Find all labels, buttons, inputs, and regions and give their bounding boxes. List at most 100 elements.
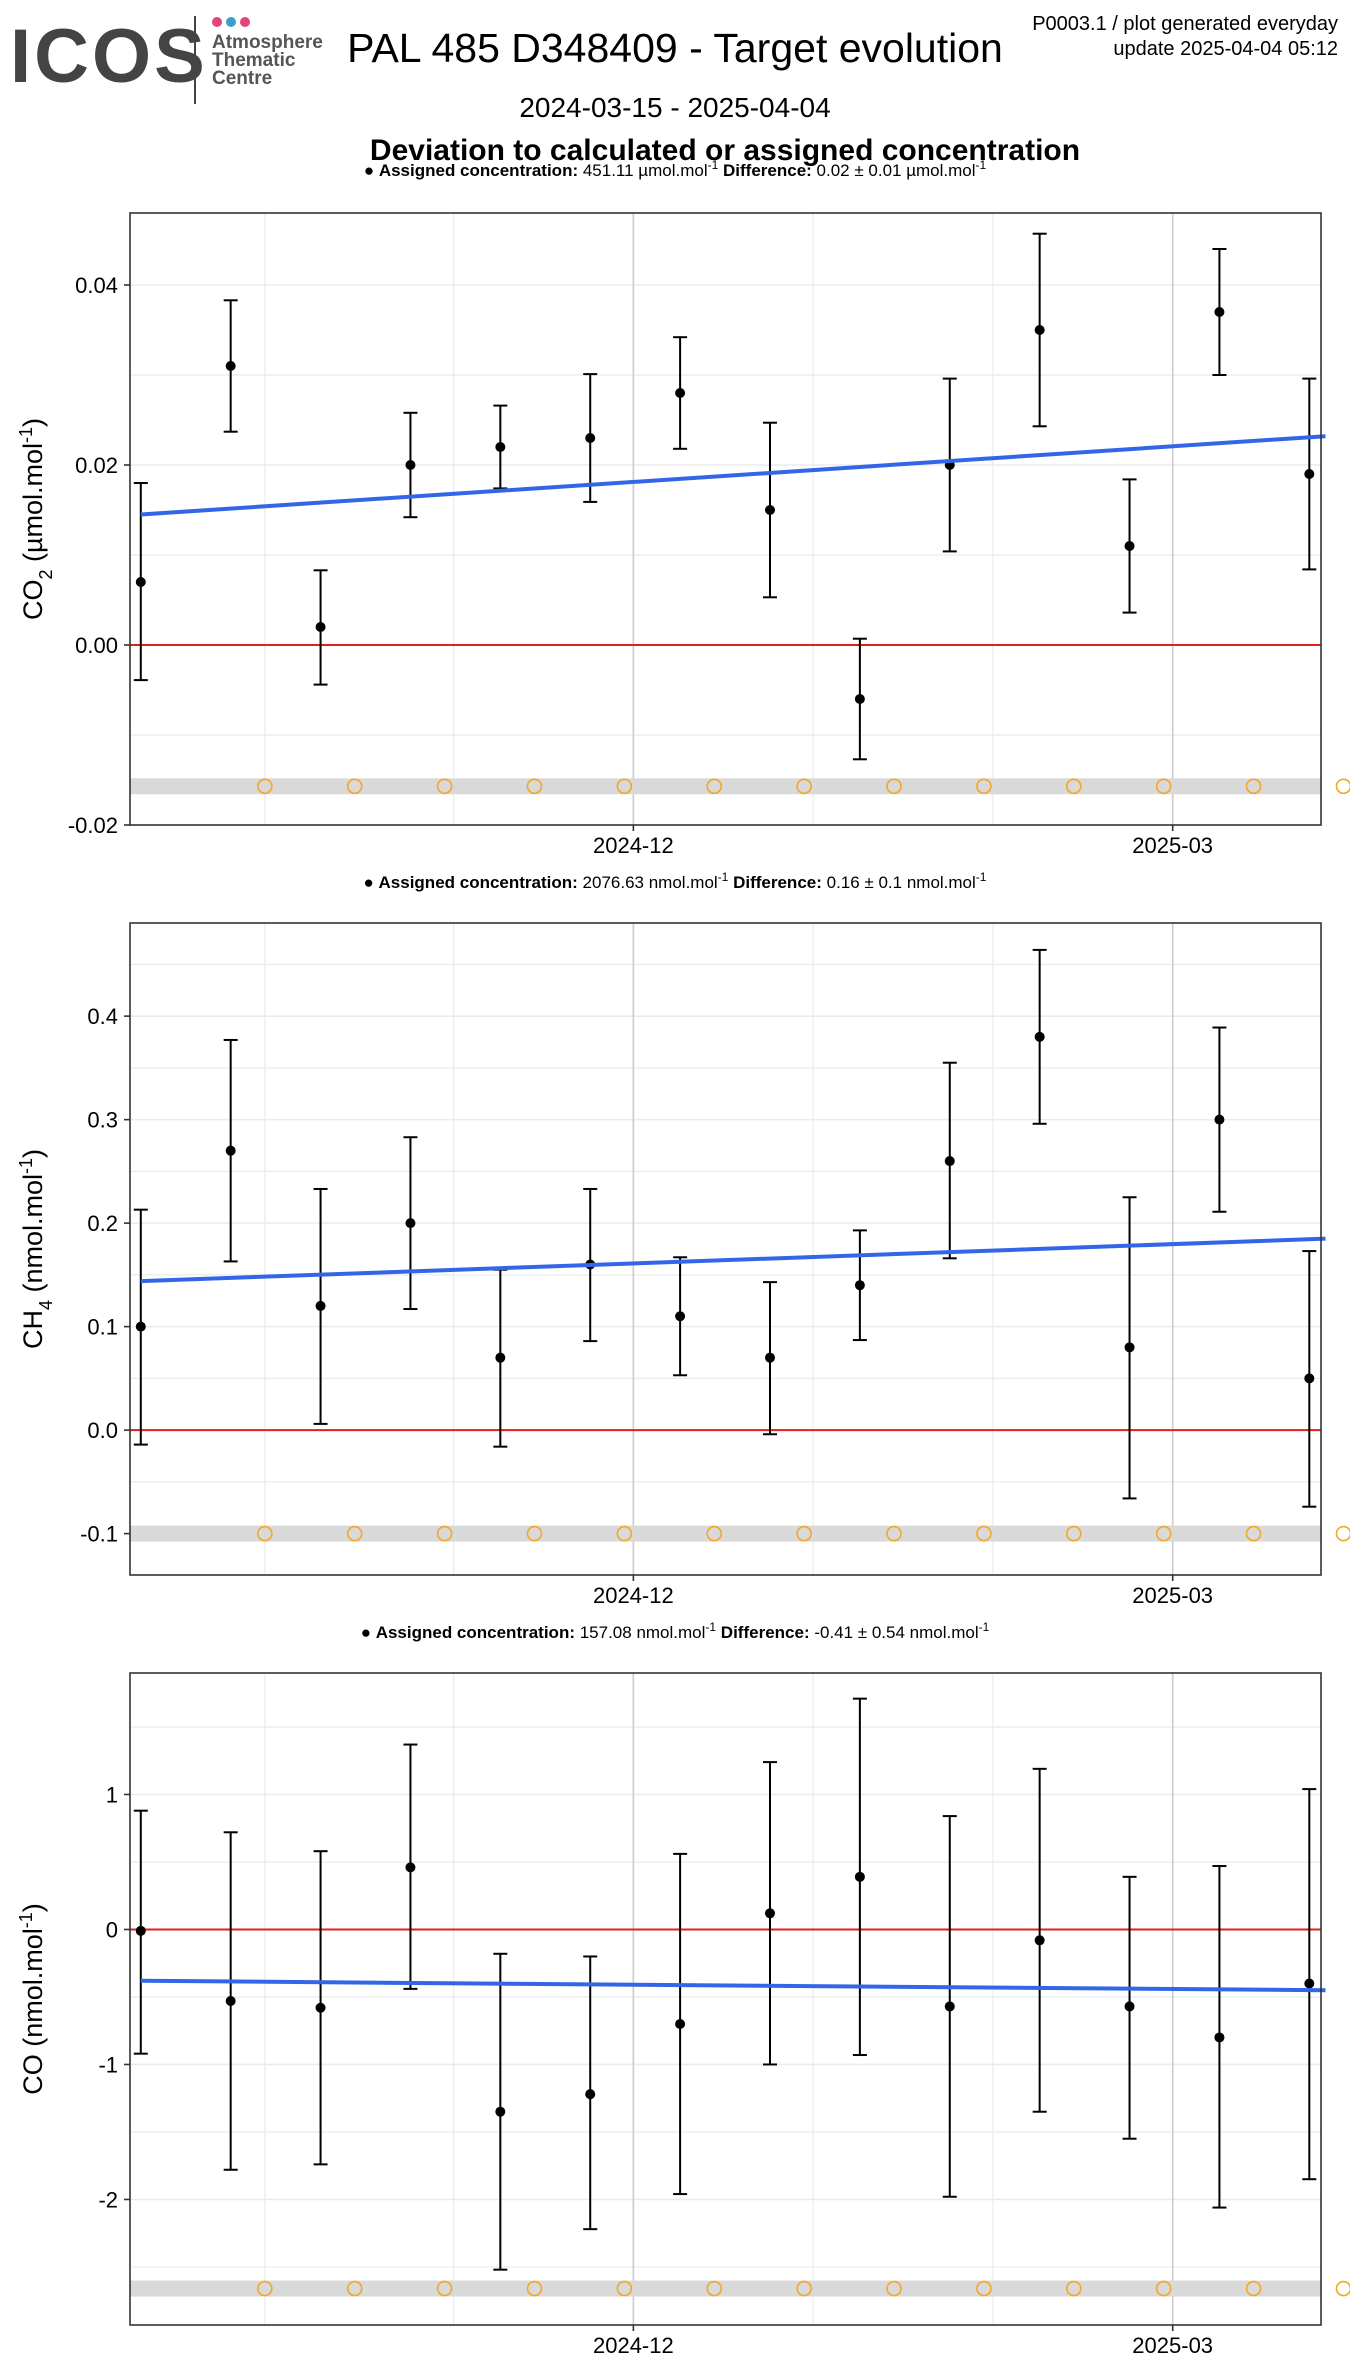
flag-marker [796,778,812,795]
y-tick-label: 0.04 [75,273,118,298]
y-axis-close: ) [18,1903,48,1912]
flag-marker [1066,2280,1082,2297]
trend-line [140,434,1326,517]
legend-assigned-value: 157.08 nmol.mol [580,1623,706,1642]
x-tick-label: 2024-12 [593,833,674,858]
flag-marker [1245,778,1262,795]
data-point [135,577,146,587]
x-tick-label: 2024-12 [593,1583,674,1608]
flag-marker [616,1525,633,1542]
legend-assigned-label: Assigned concentration: [379,161,583,180]
data-point [135,1925,146,1936]
flag-marker [796,1525,812,1542]
legend: ● Assigned concentration: 451.11 µmol.mo… [364,158,987,180]
flag-marker [976,2280,992,2297]
data-point [1304,1978,1315,1989]
y-axis-unit: (nmol.mol [18,1928,48,2054]
legend-unit-sup: -1 [976,158,987,172]
flag-marker [526,778,543,795]
legend-difference-value: 0.02 ± 0.01 µmol.mol [817,161,976,180]
chart-panel-co2: ● Assigned concentration: 451.11 µmol.mo… [16,158,1350,858]
data-point [944,2001,955,2012]
y-axis-unit-sup: -1 [16,1158,36,1174]
flag-marker [1335,1525,1350,1542]
data-point [1304,469,1315,479]
flag-marker [1155,778,1172,795]
data-point [135,1321,146,1332]
y-axis-species: CO [18,2054,48,2095]
data-point [495,442,506,452]
flag-marker [616,778,633,795]
date-range: 2024-03-15 - 2025-04-04 [519,92,830,123]
data-point [405,460,416,470]
legend-unit-sup: -1 [708,158,719,172]
panel-border [129,922,1322,1576]
legend-difference-value: 0.16 ± 0.1 nmol.mol [827,873,976,892]
flag-marker [976,1525,992,1542]
y-tick-label: 0.00 [75,633,118,658]
flag-marker [257,1525,273,1542]
data-point [854,1280,865,1291]
logo-sub-1: Atmosphere [212,32,323,53]
data-point [585,2089,596,2100]
legend-point-icon: ● [364,161,379,180]
data-point [1124,1342,1135,1353]
flag-marker [976,778,992,795]
y-tick-label: 0.02 [75,453,118,478]
flag-marker [886,1525,902,1542]
y-axis-close: ) [18,1149,48,1158]
flag-marker [706,778,723,795]
data-point [405,1862,416,1873]
data-point [1304,1373,1315,1384]
y-axis-species: CO [18,580,48,621]
y-axis-subscript: 2 [36,570,56,580]
chart-panel-ch4: ● Assigned concentration: 2076.63 nmol.m… [16,870,1350,1608]
data-point [1124,541,1135,551]
flag-marker [346,2280,363,2297]
legend-difference-label: Difference: [716,1623,814,1642]
panel-border [129,1672,1322,2326]
y-tick-label: -0.02 [68,813,118,838]
y-tick-label: -0.1 [80,1522,118,1547]
data-point [1034,1935,1045,1946]
flag-marker [346,778,363,795]
flag-marker [346,1525,363,1542]
y-axis-unit-sup: -1 [16,427,36,443]
legend: ● Assigned concentration: 2076.63 nmol.m… [364,870,987,892]
flag-marker [526,2280,543,2297]
logo-sub-2: Thematic [212,50,296,71]
flag-marker [526,1525,543,1542]
legend: ● Assigned concentration: 157.08 nmol.mo… [361,1620,990,1642]
flag-band [130,778,1321,795]
chart-panel-co: ● Assigned concentration: 157.08 nmol.mo… [16,1620,1350,2358]
y-axis-unit: (µmol.mol [18,443,48,570]
y-axis-label: CH4 (nmol.mol-1) [16,1149,56,1349]
data-point [1124,2001,1135,2012]
legend-unit-sup: -1 [718,870,729,884]
legend-difference-label: Difference: [718,161,816,180]
logo-dot-3 [240,17,250,27]
data-point [585,433,596,443]
legend-assigned-value: 451.11 µmol.mol [583,161,708,180]
legend-unit-sup: -1 [976,870,987,884]
flag-marker [1155,2280,1172,2297]
y-axis-label: CO (nmol.mol-1) [16,1903,48,2095]
data-point [495,1352,506,1363]
data-point [405,1218,416,1229]
panel-border [129,212,1322,826]
legend-assigned-value: 2076.63 nmol.mol [583,873,718,892]
header: ICOS Atmosphere Thematic Centre PAL 485 … [10,13,1338,167]
icos-logo-text: ICOS [10,14,208,99]
legend-unit-sup: -1 [979,1620,990,1634]
flag-marker [1335,2280,1350,2297]
y-tick-label: -2 [98,2187,118,2212]
trend-line [140,1978,1326,1993]
y-tick-label: 0 [106,1917,118,1942]
data-point [944,1156,955,1167]
flag-marker [257,778,273,795]
data-point [1214,2032,1225,2043]
data-point [1034,325,1045,335]
chart-subtitle: Deviation to calculated or assigned conc… [370,134,1080,167]
page-title: PAL 485 D348409 - Target evolution [347,25,1003,71]
